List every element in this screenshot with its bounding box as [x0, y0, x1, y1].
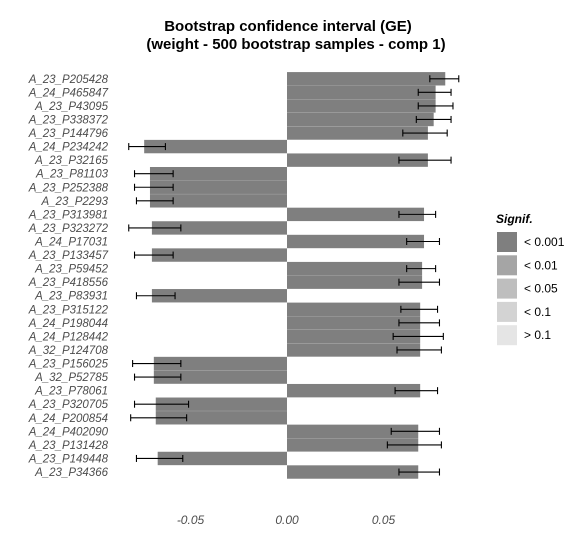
- legend-label: < 0.05: [524, 282, 558, 296]
- y-axis: A_23_P205428A_24_P465847A_23_P43095A_23_…: [28, 74, 109, 479]
- bar: [287, 126, 428, 140]
- y-tick-label: A_24_P234242: [28, 142, 109, 154]
- bar: [287, 153, 428, 167]
- legend-swatch: [497, 301, 517, 322]
- bar: [149, 194, 287, 208]
- bar: [287, 383, 421, 398]
- y-tick-label: A_23_P81103: [35, 169, 109, 181]
- x-axis: -0.05 0.00 0.05: [177, 513, 396, 527]
- chart-title: Bootstrap confidence interval (GE): [164, 18, 412, 35]
- plot-area: [128, 72, 460, 479]
- y-tick-label: A_24_P17031: [34, 237, 108, 249]
- bar: [287, 72, 446, 86]
- legend-swatch: [497, 232, 517, 252]
- y-tick-label: A_24_P402090: [28, 426, 109, 438]
- bar: [151, 221, 287, 235]
- bar: [155, 411, 287, 425]
- legend-swatch: [497, 278, 517, 299]
- y-tick-label: A_23_P205428: [28, 74, 109, 86]
- y-tick-label: A_23_P78061: [34, 386, 108, 398]
- legend-label: > 0.1: [524, 328, 551, 342]
- bar: [287, 207, 425, 222]
- bar: [153, 370, 287, 384]
- y-tick-label: A_24_P198044: [28, 318, 108, 330]
- bar: [149, 167, 287, 181]
- bar: [287, 343, 421, 357]
- x-tick-label: 0.00: [275, 513, 299, 527]
- x-tick-label: -0.05: [177, 513, 205, 527]
- y-tick-label: A_23_P149448: [28, 453, 109, 465]
- y-tick-label: A_24_P200854: [28, 413, 108, 425]
- y-tick-label: A_24_P128442: [28, 331, 109, 343]
- bar: [287, 424, 419, 439]
- bar: [144, 139, 287, 154]
- y-tick-label: A_23_P313981: [28, 209, 108, 221]
- legend: Signif. < 0.001 < 0.01 < 0.05 < 0.1 > 0.1: [496, 212, 565, 346]
- y-tick-label: A_23_P83931: [34, 291, 108, 303]
- bar: [287, 112, 434, 127]
- bar: [151, 289, 287, 303]
- bar: [287, 438, 419, 452]
- bar: [157, 451, 287, 466]
- y-tick-label: A_23_P34366: [34, 467, 109, 479]
- bar: [151, 248, 287, 262]
- y-tick-label: A_23_P252388: [28, 182, 109, 194]
- bar: [287, 329, 421, 344]
- y-tick-label: A_32_P124708: [28, 345, 109, 357]
- y-tick-label: A_23_P43095: [34, 101, 109, 113]
- legend-label: < 0.001: [524, 235, 565, 249]
- y-tick-label: A_23_P133457: [28, 250, 109, 262]
- bar: [287, 85, 436, 100]
- y-tick-label: A_23_P131428: [28, 440, 109, 452]
- bar: [287, 275, 423, 289]
- bar: [287, 99, 436, 113]
- bar: [149, 180, 287, 194]
- y-tick-label: A_23_P338372: [28, 114, 109, 126]
- legend-label: < 0.1: [524, 305, 551, 319]
- y-tick-label: A_23_P59452: [34, 264, 109, 276]
- y-tick-label: A_23_P156025: [28, 359, 109, 371]
- chart-subtitle: (weight - 500 bootstrap samples - comp 1…: [146, 36, 445, 53]
- bar: [287, 316, 421, 330]
- y-tick-label: A_23_P144796: [28, 128, 109, 140]
- y-tick-label: A_23_P32165: [34, 155, 109, 167]
- y-tick-label: A_23_P320705: [28, 399, 109, 411]
- bar: [287, 302, 421, 316]
- bar: [153, 356, 287, 371]
- y-tick-label: A_24_P465847: [28, 87, 109, 99]
- x-tick-label: 0.05: [372, 513, 396, 527]
- y-tick-label: A_23_P2293: [40, 196, 108, 208]
- y-tick-label: A_23_P418556: [28, 277, 109, 289]
- bar: [287, 465, 419, 479]
- legend-title: Signif.: [496, 212, 533, 226]
- legend-label: < 0.01: [524, 258, 558, 272]
- legend-swatch: [497, 325, 517, 346]
- legend-swatch: [497, 255, 517, 276]
- y-tick-label: A_23_P315122: [28, 304, 109, 316]
- y-tick-label: A_32_P52785: [34, 372, 109, 384]
- bar: [287, 234, 425, 249]
- y-tick-label: A_23_P323272: [28, 223, 109, 235]
- bar: [287, 261, 423, 276]
